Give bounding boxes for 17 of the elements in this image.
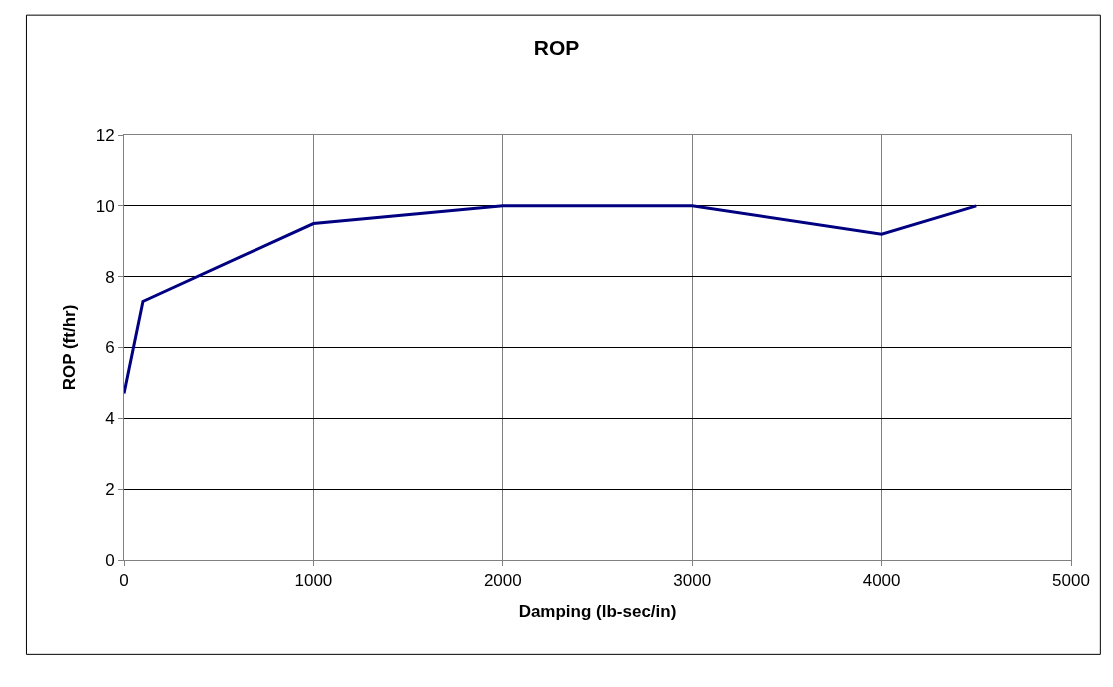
chart-title: ROP — [533, 36, 580, 60]
x-tick-label: 4000 — [862, 571, 901, 591]
y-tick-label: 8 — [105, 267, 115, 287]
y-tick-label: 4 — [105, 409, 115, 429]
line-series — [124, 204, 978, 396]
y-tick-label: 2 — [105, 480, 115, 500]
y-tick-label: 0 — [105, 550, 115, 570]
x-axis-title: Damping (lb-sec/in) — [518, 601, 677, 621]
x-tick-label: 0 — [119, 571, 129, 591]
y-axis-title: ROP (ft/hr) — [60, 304, 80, 391]
x-tick-label: 5000 — [1052, 571, 1090, 591]
x-tick-label: 3000 — [673, 571, 712, 591]
y-tick-label: 10 — [95, 196, 115, 216]
y-tick-label: 12 — [95, 125, 115, 145]
x-tick-label: 1000 — [294, 571, 333, 591]
x-tick-label: 2000 — [483, 571, 522, 591]
y-tick-label: 6 — [105, 338, 115, 358]
